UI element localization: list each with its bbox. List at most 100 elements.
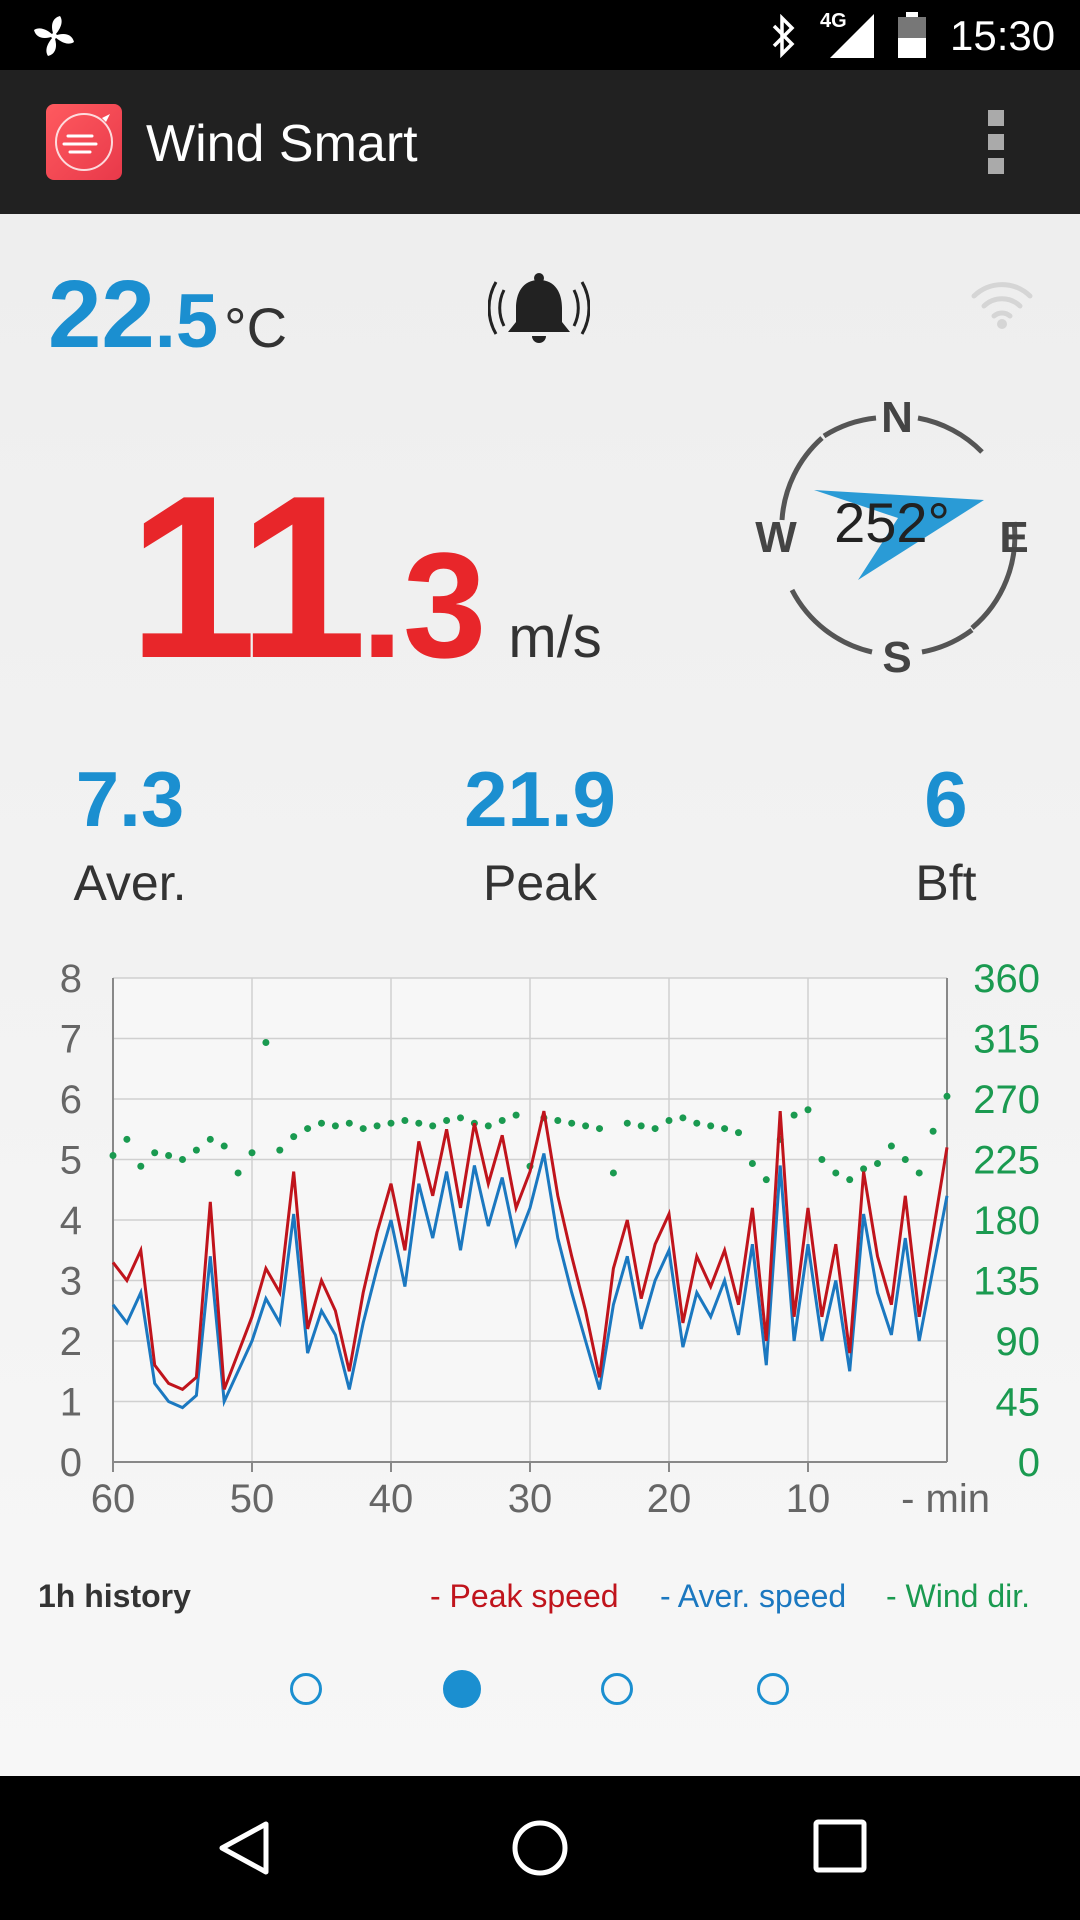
stat-average: 7.3 Aver. xyxy=(0,754,260,918)
wind-speed-readout: 11.3 m/s xyxy=(128,444,602,711)
legend-wind-dir: - Wind dir. xyxy=(886,1578,1031,1614)
stat-beaufort-label: Bft xyxy=(915,855,977,911)
wind-dir-point xyxy=(331,1122,339,1130)
wind-dir-point xyxy=(693,1119,701,1127)
x-tick-label: 20 xyxy=(647,1477,692,1520)
wind-dir-point xyxy=(123,1135,131,1143)
app-logo-icon xyxy=(46,104,122,180)
wind-dir-point xyxy=(915,1169,923,1177)
wind-dir-point xyxy=(429,1122,437,1130)
bell-ringing-icon[interactable] xyxy=(488,266,590,356)
wind-dir-point xyxy=(373,1122,381,1130)
back-icon[interactable] xyxy=(214,1818,274,1878)
wind-dir-point xyxy=(234,1169,242,1177)
wind-dir-point xyxy=(762,1176,770,1184)
signal-icon xyxy=(830,14,874,58)
wind-dir-point xyxy=(582,1122,590,1130)
wind-dir-point xyxy=(609,1169,617,1177)
stat-beaufort-value: 6 xyxy=(924,755,968,843)
page-dot-4[interactable] xyxy=(757,1673,789,1705)
wind-speed-decimal: .3 xyxy=(361,521,487,689)
temperature-unit: °C xyxy=(224,296,288,359)
x-tick-label: 40 xyxy=(369,1477,414,1520)
y-left-tick-label: 0 xyxy=(60,1441,82,1485)
wind-dir-point xyxy=(818,1156,826,1163)
wind-dir-point xyxy=(151,1149,159,1157)
wind-dir-point xyxy=(804,1106,812,1114)
y-right-tick-label: 315 xyxy=(973,1018,1040,1062)
clock: 15:30 xyxy=(950,12,1056,59)
wind-dir-point xyxy=(137,1162,145,1170)
y-left-tick-label: 5 xyxy=(60,1139,82,1183)
wind-dir-point xyxy=(901,1156,909,1163)
overflow-menu-icon[interactable] xyxy=(984,110,1008,174)
wind-dir-point xyxy=(832,1169,840,1177)
wind-dir-point xyxy=(651,1125,659,1133)
wind-dir-point xyxy=(707,1122,715,1130)
wind-dir-point xyxy=(721,1125,729,1133)
compass-east: E xyxy=(999,513,1028,562)
wind-dir-point xyxy=(401,1117,409,1125)
x-tick-label: 60 xyxy=(91,1477,136,1520)
compass-direction-label: 252° xyxy=(834,491,950,554)
wind-dir-point xyxy=(665,1117,673,1125)
wind-dir-point xyxy=(387,1119,395,1127)
y-left-tick-label: 6 xyxy=(60,1078,82,1122)
home-icon[interactable] xyxy=(510,1818,570,1878)
series-aver-speed-line xyxy=(111,1153,949,1410)
wind-dir-point xyxy=(860,1165,868,1173)
wind-dir-point xyxy=(943,1092,951,1100)
compass: N E S W 252° xyxy=(755,393,1028,680)
wind-dir-point xyxy=(345,1119,353,1127)
stat-peak-label: Peak xyxy=(483,855,597,911)
y-left-tick-label: 4 xyxy=(60,1199,82,1243)
wind-dir-point xyxy=(887,1142,895,1150)
x-tick-label: 10 xyxy=(786,1477,831,1520)
stat-beaufort: 6 Bft xyxy=(816,754,1076,918)
stat-peak: 21.9 Peak xyxy=(410,754,670,918)
compass-west: W xyxy=(755,513,797,562)
page-dot-1[interactable] xyxy=(290,1673,322,1705)
wind-dir-point xyxy=(554,1117,562,1125)
wind-dir-point xyxy=(846,1176,854,1184)
temperature-integer: 22 xyxy=(48,261,155,368)
wind-dir-point xyxy=(179,1156,186,1163)
fan-icon xyxy=(34,16,74,56)
wind-dir-point xyxy=(248,1149,256,1157)
y-right-tick-label: 360 xyxy=(973,960,1040,1001)
y-right-tick-label: 180 xyxy=(973,1199,1040,1243)
wind-dir-point xyxy=(457,1114,464,1122)
y-right-tick-label: 45 xyxy=(996,1381,1041,1425)
wind-dir-point xyxy=(165,1151,173,1159)
wind-dir-point xyxy=(359,1125,367,1133)
temperature-readout: 22.5 °C xyxy=(48,260,287,370)
wind-dir-point xyxy=(568,1119,576,1127)
x-tick-label: 50 xyxy=(230,1477,275,1520)
y-right-tick-label: 0 xyxy=(1018,1441,1040,1485)
x-tick-label: 30 xyxy=(508,1477,553,1520)
wind-dir-point xyxy=(679,1114,687,1122)
wind-speed-unit: m/s xyxy=(508,605,602,670)
y-right-tick-label: 225 xyxy=(973,1139,1040,1183)
wind-dir-point xyxy=(512,1111,520,1119)
app-title: Wind Smart xyxy=(146,115,418,173)
wind-dir-point xyxy=(262,1039,270,1047)
wind-dir-point xyxy=(735,1129,742,1137)
wind-dir-point xyxy=(415,1119,423,1127)
stat-average-label: Aver. xyxy=(73,855,187,911)
legend-peak-speed: - Peak speed xyxy=(430,1578,619,1614)
y-right-tick-label: 90 xyxy=(996,1320,1041,1364)
series-peak-speed-line xyxy=(111,1110,949,1392)
wind-dir-point xyxy=(304,1125,312,1133)
wind-dir-point xyxy=(443,1117,451,1125)
recents-icon[interactable] xyxy=(812,1818,868,1874)
app-bar: Wind Smart xyxy=(0,70,1080,214)
wind-dir-point xyxy=(109,1151,117,1159)
battery-icon xyxy=(898,12,926,58)
wind-dir-point xyxy=(748,1160,756,1168)
wind-dir-point xyxy=(623,1119,631,1127)
y-left-tick-label: 2 xyxy=(60,1320,82,1364)
wind-speed-integer: 11 xyxy=(128,448,367,707)
page-dot-2[interactable] xyxy=(443,1670,481,1708)
page-dot-3[interactable] xyxy=(601,1673,633,1705)
